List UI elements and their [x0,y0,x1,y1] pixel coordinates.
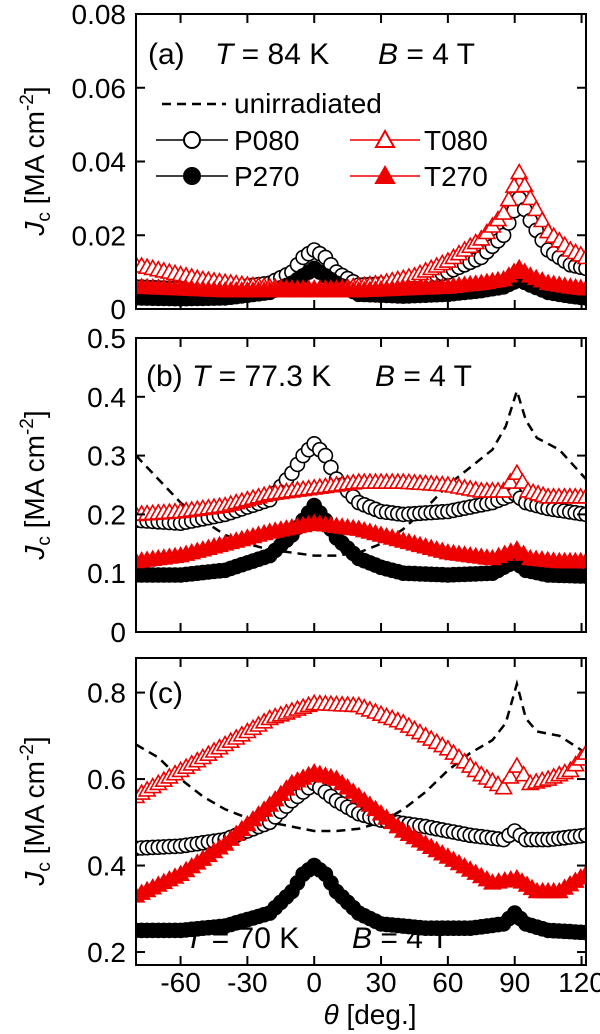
panel-b-ytick-label: 0.1 [87,558,126,589]
panel-c-markers [136,679,586,941]
panel-a-ylabel: Jc [MA cm-2] [17,86,55,236]
panel-c-ylabel: Jc [MA cm-2] [17,736,55,886]
panel-a-ytick-label: 0.08 [72,0,127,30]
panel-c-ytick-label: 0.6 [87,764,126,795]
series-t270-point [576,279,586,296]
panel-b: 00.10.20.30.40.5 (b) T = 77.3 K B = 4 T … [17,323,587,648]
panel-c-ytick-label: 0.4 [87,851,126,882]
panel-a-ytick-label: 0.06 [72,73,127,104]
series-t080-point [576,247,586,265]
series-t080-point [576,743,586,760]
legend: unirradiated P080 T080 P270 T270 [156,88,488,192]
panel-c-label: (c) [148,677,183,710]
panel-a-temperature: T = 84 K [215,38,329,71]
x-tick-label: 30 [365,967,396,998]
series-t080-point [494,778,513,795]
x-tick-label: 120 [558,967,600,998]
series-t080-point [576,487,586,504]
panel-b-axes: 0 0.1 0.2 0.3 0.4 0.5 [87,323,586,648]
panel-b-ytick-label: 0.5 [87,323,126,354]
series-t080-point [526,199,546,217]
panel-b-frame [135,337,587,633]
legend-p080-label: P080 [234,125,299,156]
x-tick-labels: -60 -30 0 30 60 90 120 [160,967,600,998]
series-t080-point [515,175,535,193]
panel-a-markers [136,162,586,307]
panel-b-label: (b) [146,360,183,393]
panel-a-field: B = 4 T [378,38,475,71]
series-p080-point [578,827,586,844]
panel-a: 0 0.02 0.04 0.06 0.08 (a) T = 84 K B = 4 T u… [17,0,587,325]
panel-a-ytick-label: 0.02 [72,220,127,251]
series-unirradiated-line [136,386,586,557]
panel-b-temperature: T = 77.3 K [192,360,331,393]
panel-b-markers [136,386,586,584]
panel-c-frame [135,657,587,966]
panel-a-axes: 0 0.02 0.04 0.06 0.08 [72,0,586,325]
x-tick-label: 0 [306,967,322,998]
series-t080-point [514,765,533,782]
panel-a-ytick-label: 0.04 [72,147,127,178]
x-axis-label: θ [deg.] [323,999,416,1030]
series-t080-point [520,188,540,206]
series-t080-point [494,481,513,498]
panel-c-temperature: T = 70 K [185,922,299,955]
panel-c-ytick-label: 0.2 [87,937,126,968]
panel-c-ytick-label: 0.8 [87,678,126,709]
series-t270-point [576,864,586,882]
series-p270-point [578,924,586,941]
panel-b-ytick-label: 0.3 [87,441,126,472]
legend-t080-marker [374,128,396,148]
panel-b-ytick-label: 0.4 [87,382,126,413]
series-t080-point [507,756,527,773]
series-t270-point [576,551,586,569]
panel-b-ytick-label: 0.2 [87,499,126,530]
series-t080-point [532,210,552,228]
x-tick-label: 90 [499,967,530,998]
x-tick-label: -30 [227,967,267,998]
panel-c-axes: 0.2 0.4 0.6 0.8 [87,658,586,968]
panel-b-field: B = 4 T [375,360,472,393]
panel-b-ylabel: Jc [MA cm-2] [17,410,55,560]
series-t080-point [509,162,529,180]
series-t080-point [500,472,520,489]
legend-p080-marker [183,131,201,149]
panel-b-ytick-label: 0 [110,617,126,648]
legend-t080-label: T080 [424,125,488,156]
series-t080-point [500,767,520,784]
x-tick-label: 60 [432,967,463,998]
panel-c: 0.2 0.4 0.6 0.8 (c) T = 70 K B = 4 T Jc [MA… [17,657,587,968]
legend-unirradiated-label: unirradiated [234,88,382,119]
panel-a-label: (a) [148,38,185,71]
legend-p270-marker [183,167,201,185]
legend-t270-marker [374,164,396,184]
series-t080-point [494,203,513,220]
legend-p270-label: P270 [234,161,299,192]
panel-c-field: B = 4 T [352,922,449,955]
panel-a-ytick-label: 0 [110,294,126,325]
series-t080-point [499,189,519,207]
x-tick-label: -60 [160,967,200,998]
series-p080-point [578,260,586,277]
legend-t270-label: T270 [424,161,488,192]
